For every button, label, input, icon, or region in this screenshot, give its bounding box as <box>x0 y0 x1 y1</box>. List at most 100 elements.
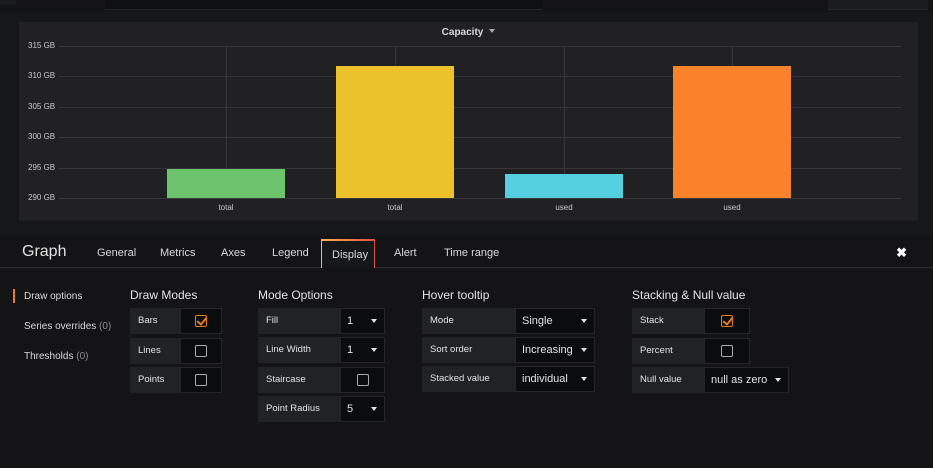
percent-toggle[interactable] <box>704 338 750 364</box>
y-tick-label: 300 GB <box>28 132 56 142</box>
y-gridline <box>59 198 901 199</box>
top-strip-left <box>0 0 16 5</box>
caret-down-icon <box>489 29 496 33</box>
top-strip <box>0 0 933 12</box>
point-radius-label: Point Radius <box>258 396 340 422</box>
sort-order-value: Increasing <box>522 344 573 356</box>
panel-title-menu[interactable]: Capacity <box>19 27 918 38</box>
caret-down-icon <box>775 378 781 382</box>
x-tick-label: used <box>555 203 573 212</box>
close-icon[interactable]: ✖ <box>896 245 907 260</box>
tab-time-range[interactable]: Time range <box>444 247 500 259</box>
tab-metrics[interactable]: Metrics <box>160 247 196 259</box>
caret-down-icon <box>371 348 377 352</box>
y-tick-label: 290 GB <box>28 193 56 202</box>
mode-options-title: Mode Options <box>258 288 333 302</box>
tab-general[interactable]: General <box>97 247 137 259</box>
bars-checkbox[interactable] <box>195 315 207 327</box>
sidenav-count: (0) <box>99 321 112 332</box>
point-radius-select[interactable]: 5 <box>340 396 385 422</box>
points-label: Points <box>130 367 180 393</box>
y-tick-label: 315 GB <box>28 41 56 50</box>
null-value-select[interactable]: null as zero <box>704 367 789 393</box>
editor-header: Graph General Metrics Axes Legend Displa… <box>0 236 933 268</box>
percent-label: Percent <box>632 338 704 364</box>
bars-label: Bars <box>130 308 180 334</box>
sidenav-thresholds[interactable]: Thresholds (0) <box>24 351 88 362</box>
stacking-title: Stacking & Null value <box>632 288 746 302</box>
tab-axes[interactable]: Axes <box>221 247 246 259</box>
y-tick-label: 305 GB <box>28 101 56 111</box>
line-width-value: 1 <box>347 344 354 356</box>
x-gridline <box>226 46 227 198</box>
bar-total-2[interactable] <box>336 66 454 198</box>
null-value-value: null as zero <box>711 374 768 386</box>
stack-toggle[interactable] <box>704 308 750 334</box>
graph-panel: Capacity 290 GB 295 GB 300 GB 305 GB 310 GB 3… <box>19 22 918 221</box>
tab-display[interactable]: Display <box>321 239 375 268</box>
lines-checkbox[interactable] <box>195 345 207 357</box>
sort-order-label: Sort order <box>422 337 515 363</box>
y-gridline <box>59 76 901 78</box>
x-gridline <box>564 46 565 198</box>
tab-alert[interactable]: Alert <box>394 247 417 259</box>
percent-checkbox[interactable] <box>721 345 733 357</box>
fill-value: 1 <box>347 315 354 327</box>
top-strip-input <box>105 0 542 10</box>
sidenav-label: Series overrides <box>24 321 97 332</box>
bar-total-1[interactable] <box>167 168 285 198</box>
y-gridline <box>59 106 901 108</box>
sidenav-draw-options[interactable]: Draw options <box>24 291 82 302</box>
x-tick-label: used <box>723 203 741 212</box>
caret-down-icon <box>581 319 587 323</box>
fill-label: Fill <box>258 308 340 334</box>
bar-used-3[interactable] <box>505 174 623 198</box>
caret-down-icon <box>371 319 377 323</box>
mode-label: Mode <box>422 308 515 334</box>
points-checkbox[interactable] <box>195 374 207 386</box>
lines-toggle[interactable] <box>180 338 222 364</box>
tooltip-mode-value: Single <box>522 315 553 327</box>
panel-title: Capacity <box>441 27 484 38</box>
stacked-value-value: individual <box>522 373 568 385</box>
lines-label: Lines <box>130 338 180 364</box>
caret-down-icon <box>581 348 587 352</box>
stacked-value-label: Stacked value <box>422 366 515 392</box>
x-tick-label: total <box>218 203 234 212</box>
tooltip-mode-select[interactable]: Single <box>515 308 595 334</box>
stack-label: Stack <box>632 308 704 334</box>
staircase-label: Staircase <box>258 367 340 393</box>
hover-tooltip-title: Hover tooltip <box>422 288 490 302</box>
sidenav-count: (0) <box>76 351 89 362</box>
draw-modes-title: Draw Modes <box>130 288 198 302</box>
staircase-checkbox[interactable] <box>357 374 369 386</box>
staircase-toggle[interactable] <box>340 367 385 393</box>
y-tick-label: 310 GB <box>28 71 56 81</box>
sidenav-series-overrides[interactable]: Series overrides (0) <box>24 321 111 332</box>
y-gridline <box>59 46 901 47</box>
bars-toggle[interactable] <box>180 308 222 334</box>
caret-down-icon <box>581 377 587 381</box>
y-gridline <box>59 137 901 139</box>
editor-title: Graph <box>22 243 67 260</box>
sidenav-label: Thresholds <box>24 351 74 362</box>
top-strip-right <box>828 0 928 10</box>
point-radius-value: 5 <box>347 403 354 415</box>
sidenav-label: Draw options <box>24 291 83 302</box>
active-marker <box>13 289 15 303</box>
null-value-label: Null value <box>632 367 704 393</box>
sort-order-select[interactable]: Increasing <box>515 337 595 363</box>
caret-down-icon <box>371 407 377 411</box>
y-gridline <box>59 167 901 169</box>
line-width-label: Line Width <box>258 337 340 363</box>
tab-legend[interactable]: Legend <box>272 247 309 259</box>
stacked-value-select[interactable]: individual <box>515 366 595 392</box>
panel-editor: Graph General Metrics Axes Legend Displa… <box>0 236 933 468</box>
bar-used-4[interactable] <box>673 66 791 198</box>
line-width-select[interactable]: 1 <box>340 337 385 363</box>
y-tick-label: 295 GB <box>28 162 56 172</box>
x-tick-label: total <box>387 203 403 212</box>
stack-checkbox[interactable] <box>721 315 733 327</box>
fill-select[interactable]: 1 <box>340 308 385 334</box>
points-toggle[interactable] <box>180 367 222 393</box>
